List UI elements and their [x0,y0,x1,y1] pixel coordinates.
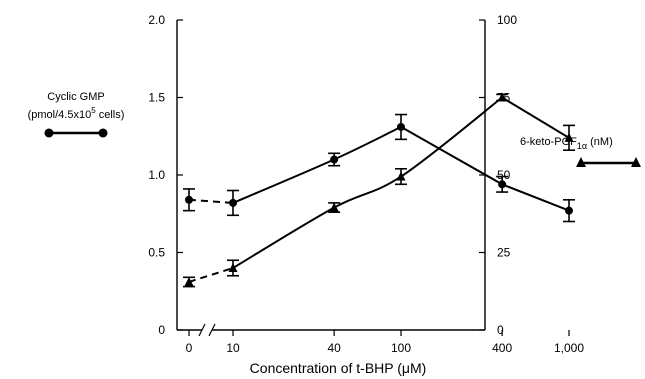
series-1-declining-line [501,96,570,139]
series-1-point [497,92,507,102]
right-axis-label-suffix: (nM) [587,136,613,148]
x-axis-label: Concentration of t-BHP (μM) [250,360,427,376]
left-legend-circle-end [98,128,108,138]
series-0-point [498,180,507,189]
left-legend: Cyclic GMP (pmol/4.5x105 cells) [28,91,125,138]
right-axis-tick-label: 25 [497,246,511,260]
x-axis-tick-label: 40 [327,341,341,355]
left-axis-unit-exponent: 5 [91,106,96,115]
series-0-point [330,155,339,164]
right-axis-label-prefix: 6-keto-PGF [520,136,577,148]
fitted-curves [188,96,570,283]
series-1-point [329,202,339,212]
x-axis-break-mark-2 [208,323,216,337]
series-0-point [565,206,573,215]
series-1-point [564,132,574,142]
series-1-point [228,263,238,272]
series-0-dashed-segment [188,198,234,204]
right-legend: 6-keto-PGF1α (nM) [520,136,641,167]
right-axis-label-subscript: 1α [577,141,587,151]
axes: 00.51.01.52.00255075100010401004001,000 [148,13,584,355]
x-axis-tick-label: 0 [186,341,193,355]
left-axis-tick-label: 0.5 [148,246,165,260]
series-0-point [185,195,193,204]
data-marks [183,92,575,288]
right-legend-triangle-start [576,157,586,167]
right-axis-tick-label: 0 [497,323,504,337]
left-axis-tick-label: 1.5 [148,91,165,105]
series-1-rising-curve [232,96,503,269]
x-axis-tick-label: 1,000 [554,341,584,355]
series-1-dashed-segment [188,267,234,283]
series-0-rising-curve [232,126,402,204]
x-axis-break-mark-1 [198,323,206,337]
left-legend-circle-start [44,128,54,138]
x-axis-tick-label: 100 [391,341,411,355]
left-axis-tick-label: 0 [158,323,165,337]
series-0-point [397,122,405,131]
x-axis-tick-label: 10 [226,341,240,355]
left-axis-tick-label: 2.0 [148,13,165,27]
right-legend-triangle-end [631,157,641,167]
right-axis-tick-label: 100 [497,13,517,27]
right-axis-tick-label: 50 [497,168,511,182]
left-axis-unit-suffix: cells) [96,109,125,121]
left-axis-unit-prefix: (pmol/4.5x10 [28,109,92,121]
left-axis-tick-label: 1.0 [148,168,165,182]
left-axis-label-line2: (pmol/4.5x105 cells) [28,106,125,121]
x-axis-tick-label: 400 [492,341,512,355]
series-0-point [229,198,237,207]
right-axis-label: 6-keto-PGF1α (nM) [520,136,613,151]
series-1-point [396,171,406,181]
left-axis-label-line1: Cyclic GMP [47,91,104,103]
series-1-point [184,276,194,286]
